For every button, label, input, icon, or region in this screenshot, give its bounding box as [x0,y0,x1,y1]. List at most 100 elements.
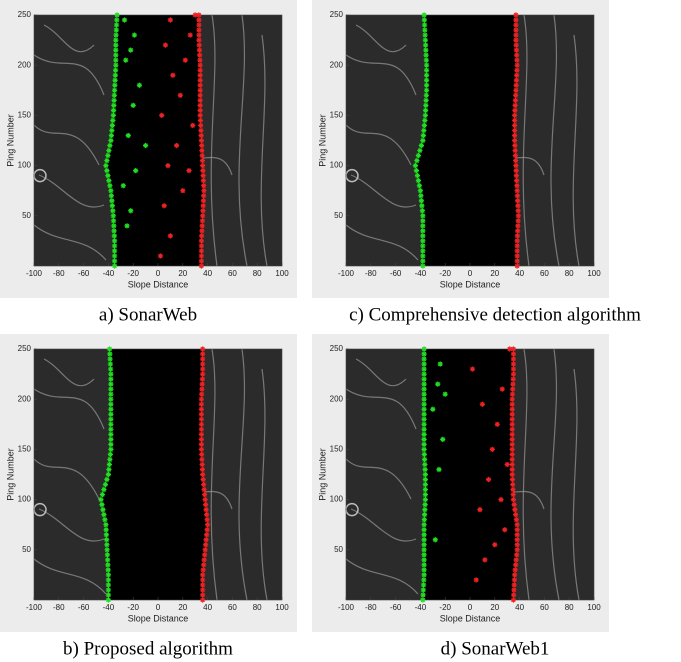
x-tick-label: -100 [338,603,355,612]
detection-trace [108,402,113,407]
detection-point [111,113,116,118]
detection-point [168,17,173,22]
detection-trace [199,437,204,442]
detection-point [200,572,205,577]
x-tick-label: 100 [587,269,601,278]
detection-trace [514,83,519,88]
y-tick-label: 200 [330,60,344,69]
y-axis-label: Ping Number [5,114,15,167]
detection-trace [112,98,117,103]
detection-trace [112,248,117,253]
detection-trace [202,487,207,492]
x-tick-label: -40 [415,269,427,278]
detection-trace [419,143,424,148]
x-tick-label: -40 [415,603,427,612]
detection-trace [104,532,109,537]
detection-point [183,58,188,63]
detection-point [200,163,205,168]
detection-point [123,58,128,63]
detection-point [143,143,148,148]
detection-trace [106,592,111,597]
detection-point [162,203,167,208]
detection-trace [515,193,520,198]
detection-trace [106,567,111,572]
detection-trace [422,427,427,432]
detection-trace [112,83,117,88]
detection-point [512,138,517,143]
detection-trace [106,467,111,472]
detection-trace [516,218,521,223]
detection-trace [424,78,429,83]
detection-trace [199,258,204,263]
y-tick-label: 250 [330,10,344,19]
detection-trace [510,482,515,487]
detection-trace [512,133,517,138]
detection-point [106,472,111,477]
detection-point [198,63,203,68]
detection-trace [420,223,425,228]
detection-point [114,12,119,17]
caption: a) SonarWeb [99,304,197,325]
detection-point [423,38,428,43]
detection-point [510,472,515,477]
detection-point [106,597,111,602]
detection-point [203,547,208,552]
detection-trace [424,83,429,88]
detection-point [423,472,428,477]
detection-trace [515,542,520,547]
y-tick-label: 100 [330,495,344,504]
detection-point [422,522,427,527]
detection-point [128,208,133,213]
detection-trace [514,68,519,73]
detection-trace [515,198,520,203]
y-tick-label: 150 [18,111,32,120]
detection-trace [511,587,516,592]
detection-point [443,392,448,397]
detection-point [430,407,435,412]
y-axis-label: Ping Number [317,114,327,167]
detection-point [98,497,103,502]
detection-point [174,143,179,148]
detection-trace [107,143,112,148]
water-column [101,349,208,600]
x-tick-label: 60 [228,269,237,278]
detection-trace [111,103,116,108]
detection-trace [204,512,209,517]
detection-trace [510,437,515,442]
x-tick-label: -100 [338,269,355,278]
detection-trace [199,148,204,153]
detection-trace [114,22,119,27]
caption: c) Comprehensive detection algorithm [349,304,641,325]
detection-trace [104,542,109,547]
detection-trace [108,387,113,392]
detection-trace [198,98,203,103]
detection-trace [100,492,105,497]
detection-point [113,38,118,43]
detection-trace [511,492,516,497]
detection-trace [108,366,113,371]
detection-trace [510,462,515,467]
detection-trace [202,552,207,557]
detection-trace [108,437,113,442]
detection-point [203,497,208,502]
detection-point [199,422,204,427]
detection-trace [196,22,201,27]
detection-trace [200,351,205,356]
x-tick-label: -80 [365,603,377,612]
detection-trace [513,148,518,153]
detection-trace [200,377,205,382]
detection-point [422,12,427,17]
detection-point [515,522,520,527]
detection-trace [422,17,427,22]
detection-trace [511,377,516,382]
detection-trace [512,108,517,113]
x-axis-label: Slope Distance [440,279,501,289]
detection-trace [416,153,421,158]
detection-trace [108,412,113,417]
y-axis-label: Ping Number [5,448,15,501]
detection-point [500,387,505,392]
detection-trace [422,462,427,467]
panel: -100-80-60-40-20020406080100501001502002… [312,334,609,659]
detection-point [199,447,204,452]
detection-trace [514,48,519,53]
